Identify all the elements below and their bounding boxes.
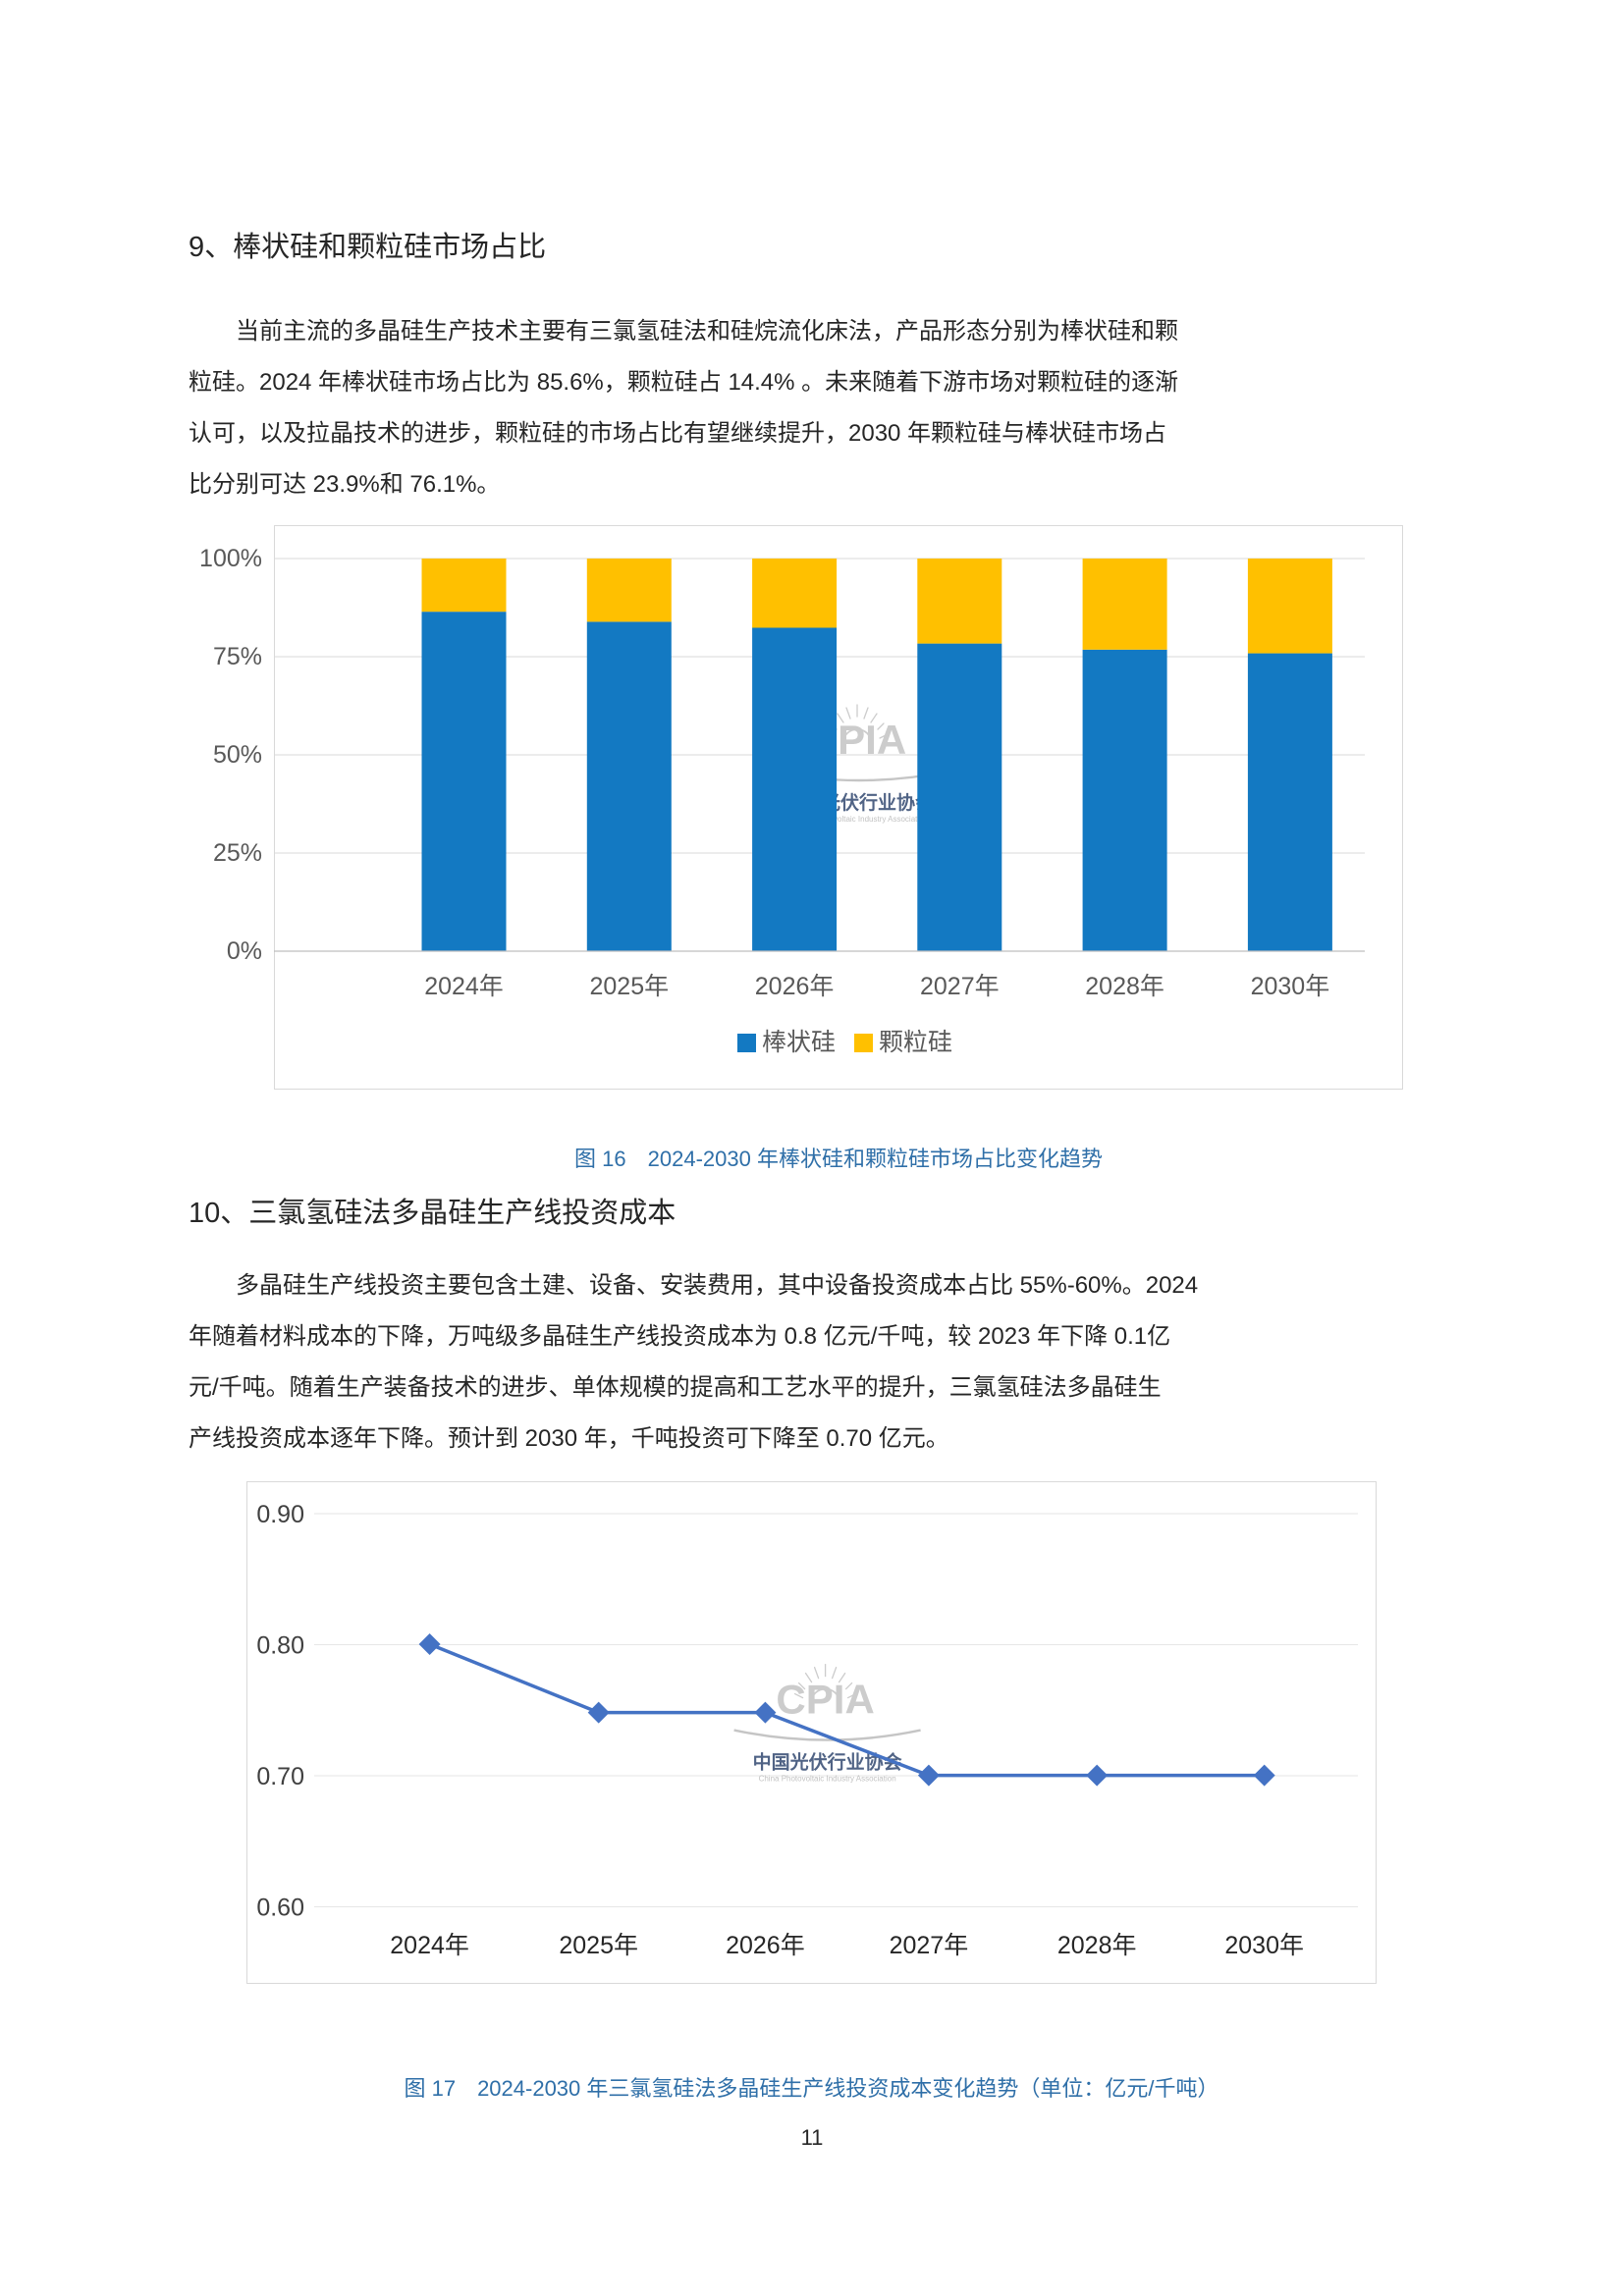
svg-text:2026年: 2026年 [726,1932,805,1959]
svg-text:China Photovoltaic Industry As: China Photovoltaic Industry Association [759,1775,896,1784]
svg-text:0%: 0% [227,937,262,965]
svg-text:0.70: 0.70 [256,1763,304,1790]
svg-text:2025年: 2025年 [589,973,669,1000]
svg-text:50%: 50% [213,741,262,769]
svg-text:2024年: 2024年 [390,1932,469,1959]
svg-text:0.80: 0.80 [256,1632,304,1660]
svg-text:75%: 75% [213,643,262,670]
svg-text:2028年: 2028年 [1057,1932,1137,1959]
svg-text:100%: 100% [199,545,262,572]
svg-text:0.90: 0.90 [256,1501,304,1528]
svg-text:2027年: 2027年 [890,1932,969,1959]
svg-text:2025年: 2025年 [559,1932,638,1959]
svg-text:棒状硅: 棒状硅 [762,1029,836,1056]
svg-text:中国光伏行业协会: 中国光伏行业协会 [753,1751,902,1774]
svg-text:2027年: 2027年 [920,973,1000,1000]
svg-text:25%: 25% [213,839,262,867]
svg-text:2030年: 2030年 [1224,1932,1304,1959]
svg-text:CPIA: CPIA [776,1677,874,1723]
svg-text:0.60: 0.60 [256,1895,304,1922]
svg-text:颗粒硅: 颗粒硅 [879,1029,952,1056]
svg-text:2024年: 2024年 [424,973,504,1000]
svg-text:2026年: 2026年 [755,973,835,1000]
svg-text:2028年: 2028年 [1085,973,1164,1000]
svg-text:2030年: 2030年 [1251,973,1330,1000]
